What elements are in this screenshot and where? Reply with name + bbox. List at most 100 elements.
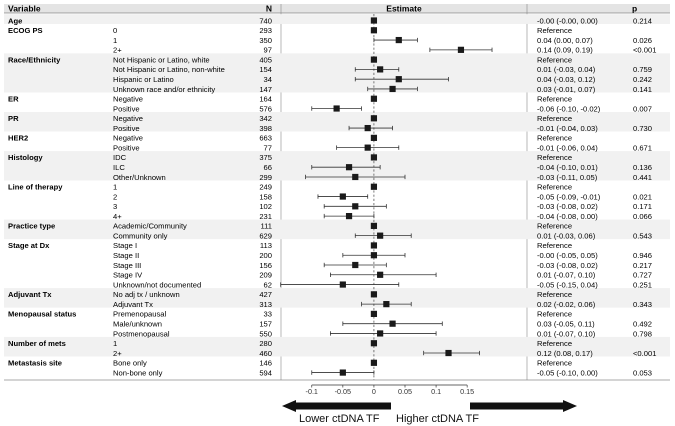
group-band [4, 53, 670, 93]
p-value: 0.671 [633, 143, 652, 152]
variable-label: Number of mets [8, 339, 66, 348]
level-label: Other/Unknown [113, 173, 166, 182]
estimate-ci-text: 0.04 (-0.03, 0.12) [537, 75, 596, 84]
variable-label: ER [8, 95, 19, 104]
point-estimate [377, 271, 384, 278]
level-label: 0 [113, 26, 117, 35]
n-value: 231 [259, 212, 272, 221]
point-estimate [389, 320, 396, 327]
point-estimate [383, 301, 390, 308]
estimate-ci-text: 0.03 (-0.01, 0.07) [537, 85, 596, 94]
x-tick-label: 0 [372, 387, 376, 396]
n-value: 594 [259, 368, 272, 377]
higher-ctdna-label: Higher ctDNA TF [396, 413, 479, 425]
point-estimate [339, 193, 346, 200]
reference-marker [370, 340, 378, 347]
estimate-ci-text: -0.05 (-0.09, -0.01) [537, 192, 601, 201]
reference-marker [370, 56, 378, 63]
reference-marker [370, 154, 378, 161]
variable-label: Menopausal status [8, 310, 76, 319]
p-value: 0.543 [633, 231, 652, 240]
level-label: Negative [113, 134, 143, 143]
p-value: 0.730 [633, 124, 652, 133]
estimate-ci-text: Reference [537, 222, 572, 231]
point-estimate [370, 17, 378, 24]
n-value: 102 [259, 202, 272, 211]
p-value: <0.001 [633, 349, 656, 358]
variable-label: ECOG PS [8, 26, 43, 35]
n-value: 158 [259, 192, 272, 201]
estimate-ci-text: -0.01 (-0.04, 0.03) [537, 124, 598, 133]
point-estimate [345, 164, 353, 171]
level-label: 1 [113, 36, 117, 45]
p-value: 0.141 [633, 85, 652, 94]
point-estimate [457, 46, 465, 53]
n-value: 34 [264, 75, 272, 84]
level-label: Adjuvant Tx [113, 300, 153, 309]
point-estimate [364, 124, 371, 132]
reference-marker [370, 291, 378, 298]
level-label: Academic/Community [113, 222, 187, 231]
point-estimate [377, 330, 384, 337]
p-value: 0.946 [633, 251, 652, 260]
point-estimate [339, 281, 346, 288]
estimate-ci-text: -0.06 (-0.10, -0.02) [537, 104, 601, 113]
level-label: Non-bone only [113, 368, 163, 377]
n-value: 77 [264, 143, 272, 152]
p-value: 0.343 [633, 300, 652, 309]
level-label: Male/unknown [113, 319, 162, 328]
estimate-ci-text: -0.04 (-0.08, 0.00) [537, 212, 598, 221]
estimate-ci-text: Reference [537, 241, 572, 250]
n-value: 111 [260, 222, 272, 231]
n-value: 209 [259, 271, 272, 280]
estimate-ci-text: 0.12 (0.08, 0.17) [537, 349, 593, 358]
point-estimate [352, 173, 359, 181]
n-value: 299 [259, 173, 272, 182]
n-value: 375 [259, 153, 272, 162]
level-label: ILC [113, 163, 125, 172]
x-tick-label: -0.1 [306, 387, 318, 396]
n-value: 405 [259, 55, 272, 64]
estimate-ci-text: 0.01 (-0.03, 0.04) [537, 65, 596, 74]
n-value: 66 [264, 163, 272, 172]
p-value: 0.026 [633, 36, 652, 45]
estimate-ci-text: -0.00 (-0.05, 0.05) [537, 251, 598, 260]
variable-label: Practice type [8, 222, 55, 231]
n-value: 164 [259, 95, 272, 104]
estimate-ci-text: -0.05 (-0.15, 0.04) [537, 280, 598, 289]
n-value: 146 [259, 359, 272, 368]
reference-marker [370, 183, 378, 190]
group-band [4, 14, 670, 24]
point-estimate [395, 36, 402, 44]
group-band [4, 219, 670, 240]
x-axis: -0.1 -0.05 0 0.05 0.1 0.15 [306, 384, 474, 396]
higher-arrow-head [563, 400, 577, 412]
reference-marker [370, 359, 378, 366]
point-estimate [445, 349, 452, 357]
level-label: Stage IV [113, 271, 143, 280]
header-variable: Variable [8, 4, 41, 14]
estimate-ci-text: 0.03 (-0.05, 0.11) [537, 319, 595, 328]
p-value: 0.021 [633, 192, 652, 201]
point-estimate [395, 76, 402, 83]
n-value: 342 [259, 114, 272, 123]
estimate-ci-text: -0.03 (-0.08, 0.02) [537, 202, 598, 211]
level-label: Community only [113, 231, 168, 240]
estimate-ci-text: -0.04 (-0.10, 0.01) [537, 163, 598, 172]
point-estimate [370, 252, 378, 259]
p-value: 0.251 [633, 280, 652, 289]
level-label: 1 [113, 183, 117, 192]
variable-label: PR [8, 114, 19, 123]
estimate-ci-text: Reference [537, 359, 572, 368]
estimate-ci-text: Reference [537, 55, 572, 64]
reference-marker [370, 134, 378, 141]
header-n: N [266, 4, 272, 14]
p-value: 0.053 [633, 368, 652, 377]
n-value: 293 [259, 26, 272, 35]
estimate-ci-text: 0.04 (0.00, 0.07) [537, 36, 593, 45]
marks-layer [280, 14, 493, 380]
n-value: 313 [259, 300, 272, 309]
estimate-ci-text: Reference [537, 290, 572, 299]
reference-marker [370, 27, 378, 34]
